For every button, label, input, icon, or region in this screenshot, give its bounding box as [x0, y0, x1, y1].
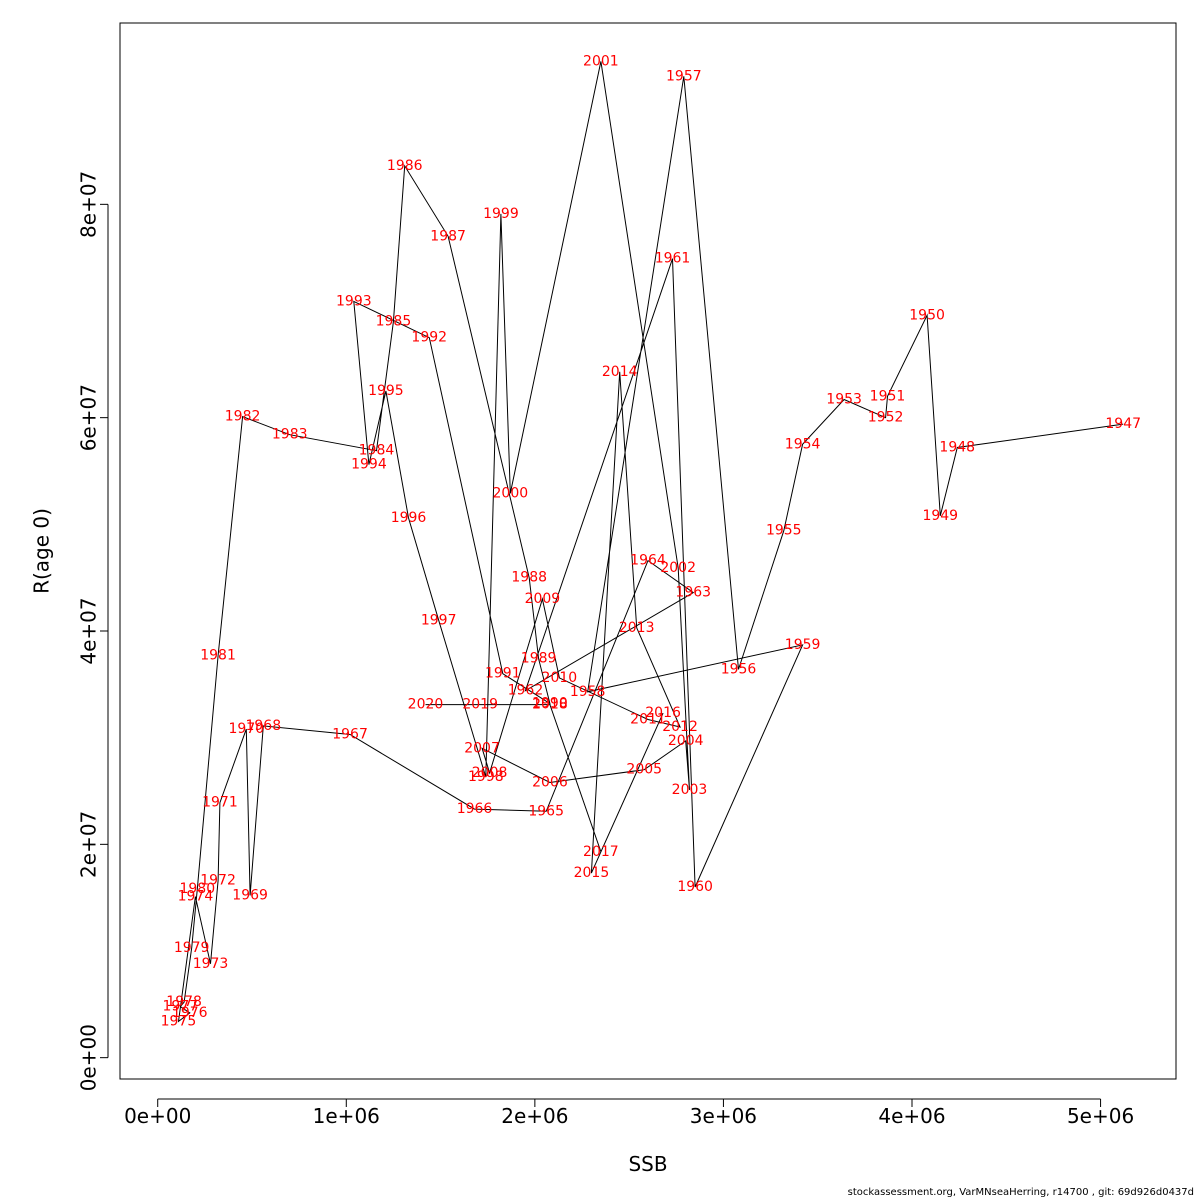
x-axis: 0e+00 1e+06 2e+06 3e+06 4e+06 5e+06 [124, 1098, 1134, 1128]
y-axis: 0e+00 2e+07 4e+07 6e+07 8e+07 [77, 171, 109, 1091]
point-label: 1993 [336, 293, 372, 309]
point-label: 1976 [172, 1005, 208, 1021]
plot-frame [119, 22, 1177, 1080]
point-label: 1991 [485, 666, 521, 682]
point-label: 1947 [1105, 416, 1141, 432]
point-label: 1994 [351, 457, 387, 473]
point-label: 1989 [521, 651, 557, 667]
point-label: 2020 [408, 697, 444, 713]
point-label: 1961 [655, 251, 691, 267]
point-label: 1949 [922, 508, 958, 524]
point-label: 1999 [483, 206, 519, 222]
y-tick-label: 0e+00 [77, 1024, 101, 1091]
series-path [177, 61, 1124, 1023]
point-label: 1990 [532, 696, 568, 712]
point-labels: 1947 1948 1949 1950 1951 1952 1953 1954 1955 1956… [161, 53, 1141, 1029]
point-label: 1963 [675, 585, 711, 601]
point-label: 1959 [785, 637, 821, 653]
point-label: 1992 [411, 330, 447, 346]
point-label: 2008 [472, 765, 508, 781]
point-label: 1987 [430, 228, 466, 244]
point-label: 1957 [666, 68, 702, 84]
point-label: 1975 [161, 1013, 197, 1029]
point-label: 2010 [542, 670, 578, 686]
y-axis-label: R(age 0) [30, 508, 54, 594]
y-tick-label: 4e+07 [77, 597, 101, 664]
point-label: 1984 [359, 443, 395, 459]
point-label: 2009 [525, 591, 561, 607]
y-tick-label: 2e+07 [77, 811, 101, 878]
point-label: 1996 [391, 510, 427, 526]
point-label: 1970 [229, 721, 265, 737]
point-label: 2005 [626, 762, 662, 778]
point-label: 1971 [202, 795, 238, 811]
point-label: 1962 [508, 683, 544, 699]
point-label: 1980 [179, 881, 215, 897]
point-label: 2014 [602, 364, 638, 380]
point-label: 2017 [583, 844, 619, 860]
point-label: 1955 [766, 523, 802, 539]
point-label: 1968 [245, 718, 281, 734]
point-label: 1953 [826, 392, 862, 408]
point-label: 2000 [493, 485, 529, 501]
point-label: 1997 [421, 612, 457, 628]
point-label: 2006 [532, 774, 568, 790]
point-label: 1950 [909, 307, 945, 323]
point-label: 1969 [232, 888, 268, 904]
x-tick-label: 2e+06 [501, 1104, 568, 1128]
point-label: 1952 [868, 410, 904, 426]
point-label: 2016 [645, 705, 681, 721]
point-label: 2018 [532, 697, 568, 713]
point-label: 2015 [574, 865, 610, 881]
point-label: 1988 [511, 570, 547, 586]
point-label: 1954 [785, 436, 821, 452]
point-label: 2003 [672, 782, 708, 798]
point-label: 2004 [668, 733, 704, 749]
point-label: 1985 [376, 314, 412, 330]
point-label: 2001 [583, 53, 619, 69]
point-label: 2019 [462, 697, 498, 713]
point-label: 1983 [272, 427, 308, 443]
point-label: 1964 [630, 553, 666, 569]
point-label: 2007 [464, 740, 500, 756]
point-label: 2002 [660, 560, 696, 576]
point-label: 1960 [677, 879, 713, 895]
point-label: 1986 [387, 158, 423, 174]
point-label: 1979 [174, 940, 210, 956]
point-label: 1974 [178, 889, 214, 905]
point-label: 2012 [662, 719, 698, 735]
point-label: 1967 [332, 726, 368, 742]
point-label: 2013 [619, 620, 655, 636]
y-tick-label: 6e+07 [77, 384, 101, 451]
x-tick-label: 4e+06 [878, 1104, 945, 1128]
point-label: 1972 [200, 873, 236, 889]
point-label: 1951 [870, 388, 906, 404]
x-tick-label: 0e+00 [124, 1104, 191, 1128]
series-line [177, 61, 1124, 1023]
point-label: 1966 [457, 801, 493, 817]
point-label: 2011 [630, 712, 666, 728]
point-label: 1998 [468, 769, 504, 785]
point-label: 1973 [193, 956, 229, 972]
point-label: 1995 [368, 383, 404, 399]
y-tick-label: 8e+07 [77, 171, 101, 238]
point-label: 1982 [225, 409, 261, 425]
point-label: 1977 [163, 998, 199, 1014]
x-tick-label: 5e+06 [1067, 1104, 1134, 1128]
x-axis-label: SSB [628, 1152, 667, 1176]
point-label: 1956 [721, 661, 757, 677]
footer-credit: stockassessment.org, VarMNseaHerring, r1… [847, 1187, 1194, 1198]
point-label: 1978 [166, 994, 202, 1010]
point-label: 1981 [200, 648, 236, 664]
point-label: 1948 [939, 440, 975, 456]
point-label: 1965 [528, 803, 564, 819]
x-tick-label: 1e+06 [313, 1104, 380, 1128]
x-tick-label: 3e+06 [690, 1104, 757, 1128]
point-label: 1958 [570, 684, 606, 700]
